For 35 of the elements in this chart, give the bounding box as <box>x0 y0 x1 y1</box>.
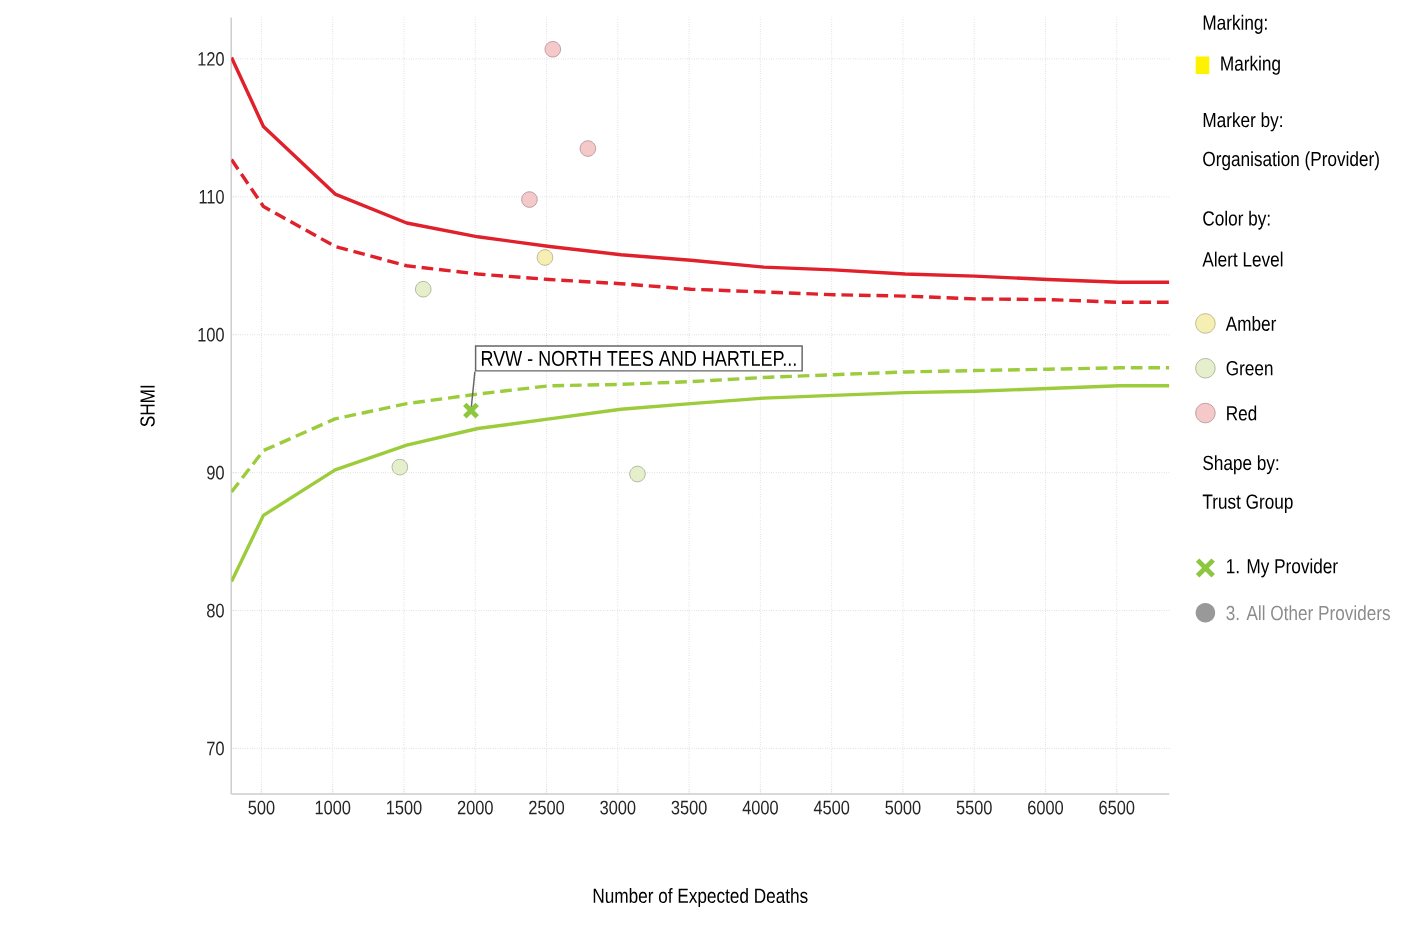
legend-label: Amber <box>1225 315 1277 331</box>
x-tick-label: 4000 <box>742 800 778 815</box>
x-tick-label: 1500 <box>387 800 422 815</box>
annotation: RVW - NORTH TEES AND HARTLEP... <box>481 350 796 367</box>
text: Shape by: <box>1203 455 1279 475</box>
x-tick-label: 6000 <box>1028 800 1064 815</box>
x-tick-label: 5500 <box>956 800 992 815</box>
x-tick-label: 2500 <box>529 800 565 815</box>
legend-label: 1. My Provider <box>1227 558 1338 578</box>
y-tick-label: 80 <box>207 603 224 618</box>
legend-label: Green <box>1226 361 1273 376</box>
text: Trust Group <box>1202 494 1293 513</box>
text: Organisation (Provider) <box>1203 151 1379 171</box>
x-axis-title: Number of Expected Deaths <box>593 888 808 908</box>
text: Marker by: <box>1203 112 1282 132</box>
x-tick-label: 4500 <box>813 800 850 815</box>
text: Marking: <box>1203 14 1267 34</box>
x-tick-label: 3500 <box>671 800 707 815</box>
x-tick-label: 1000 <box>315 800 351 815</box>
y-tick-label: 70 <box>207 741 224 756</box>
legend-label: Red <box>1227 405 1257 421</box>
y-tick-label: 110 <box>199 189 224 204</box>
y-axis-title: SHMI <box>140 385 155 427</box>
x-tick-label: 2000 <box>457 800 493 815</box>
y-tick-label: 120 <box>198 52 224 66</box>
text: Marking <box>1221 55 1280 75</box>
text: Alert Level <box>1202 251 1283 267</box>
x-tick-label: 3000 <box>600 800 636 815</box>
y-tick-label: 100 <box>198 327 224 342</box>
text: 3. All Other Providers <box>1226 605 1390 621</box>
x-tick-label: 500 <box>248 800 275 815</box>
text: Color by: <box>1203 210 1270 230</box>
x-tick-label: 5000 <box>885 800 921 815</box>
y-tick-label: 90 <box>207 465 224 480</box>
x-tick-label: 6500 <box>1099 800 1135 815</box>
